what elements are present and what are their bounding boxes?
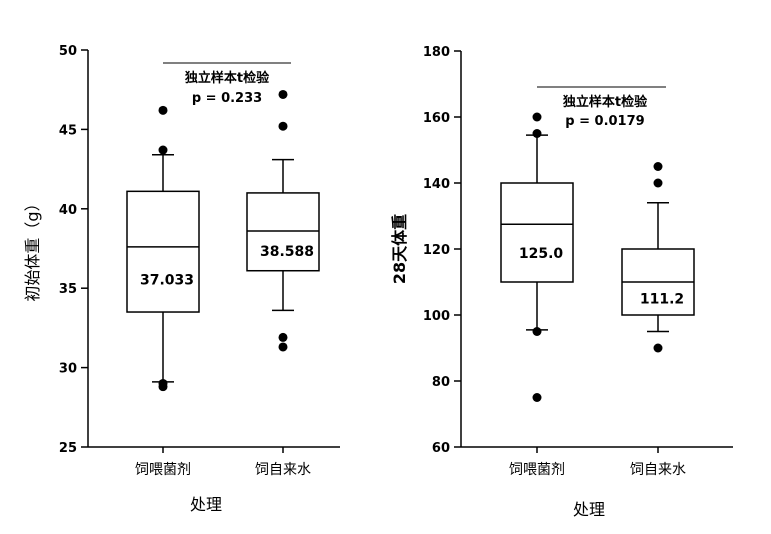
y-tick-label: 50 [59,44,77,59]
outlier-point [158,105,168,115]
outlier-point [653,343,663,353]
box-iqr [126,190,200,313]
x-axis-title: 处理 [573,500,605,519]
box-1: 37.033 [126,105,200,392]
outlier-point [158,145,168,155]
median-value-label: 125.0 [519,246,564,262]
box-iqr [500,182,574,283]
y-axis-title: 28天体重 [390,214,409,284]
y-tick-label: 160 [423,111,450,126]
y-tick-label: 35 [59,282,77,297]
box-2: 111.2 [621,162,695,353]
x-tick-label: 饲喂菌剂 [135,462,191,478]
outlier-point [278,121,288,131]
y-tick-label: 140 [423,177,450,192]
y-tick-label: 100 [423,309,450,324]
y-tick-label: 120 [423,243,450,258]
outlier-point [278,89,288,99]
outlier-point [278,342,288,352]
x-tick-label: 饲自来水 [630,462,686,478]
outlier-point [532,327,542,336]
outlier-point [532,393,542,402]
y-axis-title: 初始体重（g） [23,195,42,301]
chart-panel-1: 25 30 35 40 45 50 饲喂菌剂 饲自来水 初始体重（g） 处理 37.033 38.58… [23,44,340,514]
x-tick-label: 饲喂菌剂 [509,462,565,478]
outlier-point [653,178,663,188]
y-tick-label: 45 [59,123,77,138]
box-1: 125.0 [500,112,574,402]
box-2: 38.588 [246,89,320,352]
y-tick-label: 80 [432,375,450,390]
outlier-point [278,332,288,342]
box-iqr [246,192,320,272]
test-name-label: 独立样本t检验 [185,70,270,86]
p-value-label: p = 0.233 [192,91,262,106]
median-value-label: 38.588 [260,244,314,260]
median-value-label: 37.033 [140,272,194,288]
x-tick-label: 饲自来水 [255,462,311,478]
x-axis-title: 处理 [190,495,222,514]
y-tick-label: 60 [432,441,450,456]
outlier-point [532,129,542,138]
y-tick-label: 30 [59,362,77,377]
median-value-label: 111.2 [640,292,684,308]
test-name-label: 独立样本t检验 [563,94,648,110]
outlier-point [532,112,542,122]
outlier-point [158,382,168,392]
p-value-label: p = 0.0179 [565,114,644,129]
y-tick-label: 180 [423,45,450,60]
y-tick-label: 25 [59,441,77,456]
y-tick-label: 40 [59,203,77,218]
outlier-point [653,162,663,171]
